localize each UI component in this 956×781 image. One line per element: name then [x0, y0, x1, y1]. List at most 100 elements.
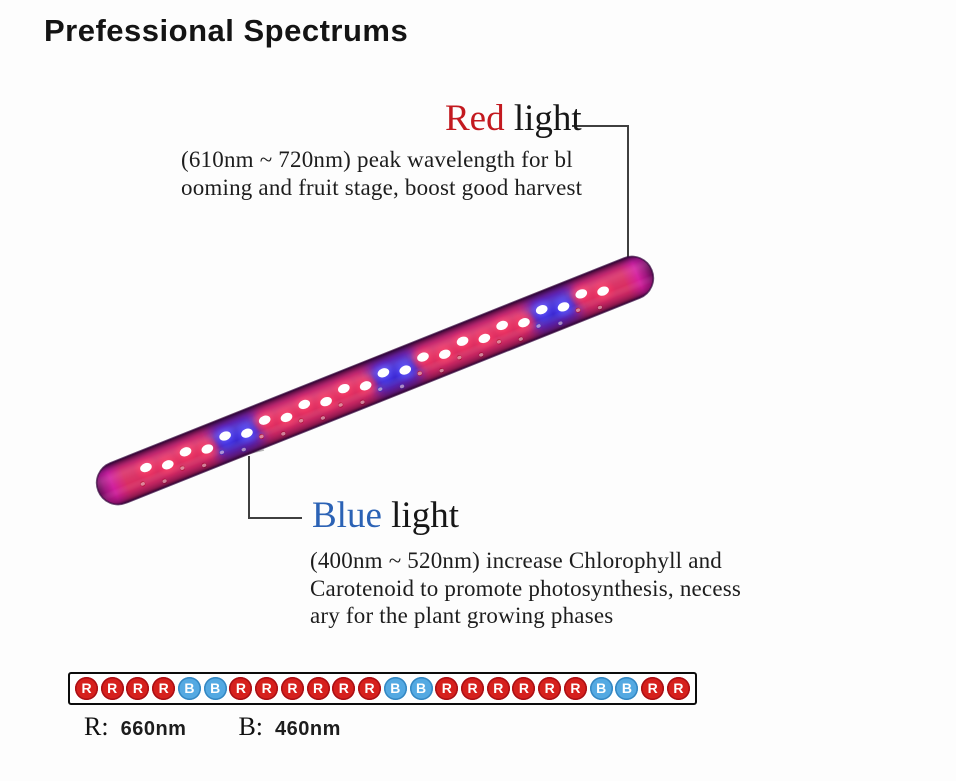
red-led-indicator: R — [75, 677, 98, 700]
red-led-chip — [518, 318, 530, 328]
red-led-chip — [258, 415, 271, 425]
led-reflection-dot — [518, 337, 523, 341]
blue-desc-line-3: ary for the plant growing phases — [310, 603, 614, 628]
led-reflection-dot — [162, 479, 167, 483]
red-desc-line-1: (610nm ~ 720nm) peak wavelength for bl — [181, 147, 573, 172]
blue-light-heading-rest: light — [381, 495, 459, 536]
red-led-chip — [298, 399, 311, 410]
red-led-indicator: R — [306, 677, 330, 700]
red-led-chip — [140, 462, 152, 473]
led-reflection-dot — [360, 400, 365, 404]
blue-desc-line-1: (400nm ~ 520nm) increase Chlorophyll and — [310, 548, 723, 573]
blue-led-chip — [557, 302, 570, 312]
red-led-chip — [320, 396, 332, 407]
blue-led-indicator: B — [203, 677, 227, 700]
page-title: Prefessional Spectrums — [44, 13, 409, 48]
red-led-chip — [575, 289, 588, 299]
led-reflection-dot — [439, 368, 444, 373]
red-led-indicator: R — [461, 677, 485, 700]
red-led-indicator: R — [100, 677, 124, 700]
red-light-heading: Red light — [445, 98, 582, 139]
red-light-heading-rest: light — [504, 98, 582, 139]
tube-outline — [95, 255, 655, 506]
red-light-description: (610nm ~ 720nm) peak wavelength for bl o… — [181, 146, 582, 201]
red-led-chip — [161, 460, 174, 470]
red-light-leader-line — [572, 125, 629, 257]
red-led-indicator: R — [486, 677, 510, 700]
red-light-heading-colored: Red — [445, 98, 505, 139]
led-reflection-dot — [597, 305, 603, 310]
blue-led-indicator: B — [589, 677, 613, 700]
grow-light-tube — [95, 255, 655, 506]
red-led-indicator: R — [641, 677, 665, 700]
red-led-indicator: R — [332, 677, 356, 700]
red-led-indicator: R — [666, 677, 690, 700]
led-reflection-dot — [417, 371, 422, 376]
blue-desc-line-2: Carotenoid to promote photosynthesis, ne… — [310, 575, 742, 601]
blue-light-heading: Blue light — [312, 495, 459, 536]
led-reflection-dot — [140, 482, 145, 486]
blue-led-indicator: B — [615, 677, 639, 700]
red-led-chip — [359, 381, 372, 391]
red-led-chip — [478, 333, 491, 344]
led-reflection-dot — [496, 340, 502, 344]
red-led-chip — [417, 352, 429, 362]
red-led-indicator: R — [538, 677, 562, 700]
blue-light-heading-colored: Blue — [312, 495, 382, 536]
led-reflection-dot — [457, 355, 462, 360]
red-led-indicator: R — [126, 677, 150, 700]
led-reflection-dot — [320, 416, 326, 420]
red-led-indicator: R — [255, 677, 279, 700]
led-reflection-dot — [338, 403, 343, 407]
blue-led-indicator: B — [177, 677, 201, 700]
red-led-chip — [456, 336, 469, 346]
red-led-chip — [179, 447, 192, 457]
red-led-chip — [597, 286, 609, 296]
led-reflection-dot — [219, 450, 225, 455]
red-led-indicator: R — [358, 677, 382, 700]
red-led-chip — [338, 383, 350, 394]
blue-led-chip — [399, 365, 412, 375]
red-led-indicator: R — [229, 677, 253, 700]
blue-led-indicator: B — [383, 677, 407, 700]
blue-led-chip — [241, 428, 253, 438]
red-led-chip — [201, 444, 214, 454]
red-led-indicator: R — [435, 677, 459, 700]
red-led-chip — [496, 320, 508, 331]
led-reflection-dot — [536, 324, 541, 328]
legend-red-label: R: — [84, 712, 109, 741]
red-led-indicator: R — [563, 677, 587, 700]
led-reflection-dot — [479, 353, 484, 357]
led-reflection-dot — [558, 321, 563, 326]
blue-led-chip — [377, 368, 390, 378]
led-reflection-dot — [298, 418, 304, 423]
blue-light-description: (400nm ~ 520nm) increase Chlorophyll and… — [310, 547, 741, 630]
red-led-indicator: R — [152, 677, 176, 700]
red-led-indicator: R — [512, 677, 536, 700]
red-desc-line-2: ooming and fruit stage, boost good harve… — [181, 174, 583, 200]
led-reflection-dot — [281, 431, 286, 436]
red-led-chip — [439, 349, 451, 359]
blue-led-chip — [535, 305, 548, 315]
led-chips — [140, 286, 609, 486]
led-reflection-dot — [399, 384, 405, 389]
wavelength-legend: R: 660nm B: 460nm — [84, 712, 341, 742]
blue-light-leader-line — [248, 456, 302, 519]
blue-led-indicator: B — [409, 677, 433, 700]
red-led-chip — [280, 412, 293, 423]
legend-blue-label: B: — [238, 712, 264, 741]
led-reflection-dot — [180, 466, 185, 470]
legend-red-value: 660nm — [120, 718, 187, 740]
led-reflection-dot — [241, 447, 246, 452]
led-reflection-dot — [575, 308, 581, 313]
led-reflection-dot — [259, 434, 264, 439]
legend-blue-value: 460nm — [275, 718, 341, 740]
led-reflection-dot — [202, 463, 207, 468]
led-reflection-dot — [378, 387, 383, 391]
tube-shading — [96, 256, 654, 505]
red-led-indicator: R — [280, 677, 304, 700]
blue-led-chip — [219, 431, 231, 441]
